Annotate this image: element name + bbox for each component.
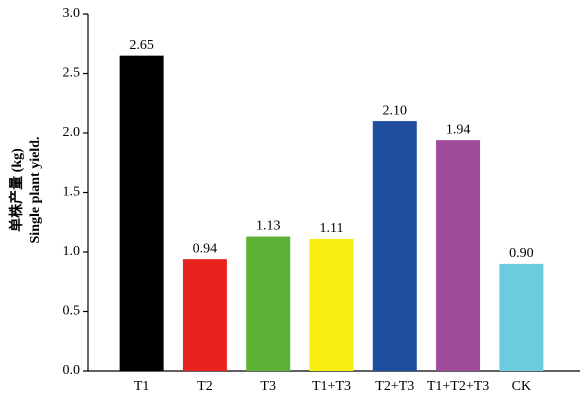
data-label: 0.90 bbox=[509, 246, 534, 261]
x-tick-label: T3 bbox=[260, 379, 276, 394]
data-label: 2.65 bbox=[129, 38, 154, 53]
data-label: 2.10 bbox=[383, 103, 408, 118]
bar bbox=[436, 140, 481, 371]
y-axis-label-cn: 单株产量 (kg) bbox=[8, 148, 25, 232]
y-tick-label: 2.5 bbox=[63, 66, 81, 81]
x-tick-label: T2 bbox=[197, 379, 213, 394]
y-tick-label: 1.5 bbox=[63, 185, 81, 200]
bar bbox=[499, 263, 544, 371]
x-tick-label: T1+T3 bbox=[312, 379, 351, 394]
x-tick-label: T2+T3 bbox=[375, 379, 414, 394]
bar bbox=[309, 238, 354, 371]
y-axis-label-en: Single plant yield. bbox=[28, 137, 43, 244]
y-axis-label: 单株产量 (kg) Single plant yield. bbox=[8, 137, 43, 244]
x-tick-label: T1+T2+T3 bbox=[427, 379, 489, 394]
data-label: 1.13 bbox=[256, 219, 281, 234]
y-tick-label: 1.0 bbox=[63, 244, 81, 259]
data-label: 0.94 bbox=[193, 241, 218, 256]
data-label: 1.11 bbox=[320, 221, 344, 236]
y-tick-label: 0.0 bbox=[63, 363, 81, 378]
bar bbox=[246, 236, 291, 371]
bar bbox=[119, 55, 164, 372]
bar bbox=[182, 259, 227, 371]
y-tick-label: 3.0 bbox=[63, 6, 81, 21]
y-tick-label: 0.5 bbox=[63, 304, 81, 319]
x-tick-label: CK bbox=[512, 379, 531, 394]
x-tick-label: T1 bbox=[134, 379, 150, 394]
y-tick-label: 2.0 bbox=[63, 125, 81, 140]
data-label: 1.94 bbox=[446, 122, 471, 137]
bar bbox=[372, 121, 417, 371]
